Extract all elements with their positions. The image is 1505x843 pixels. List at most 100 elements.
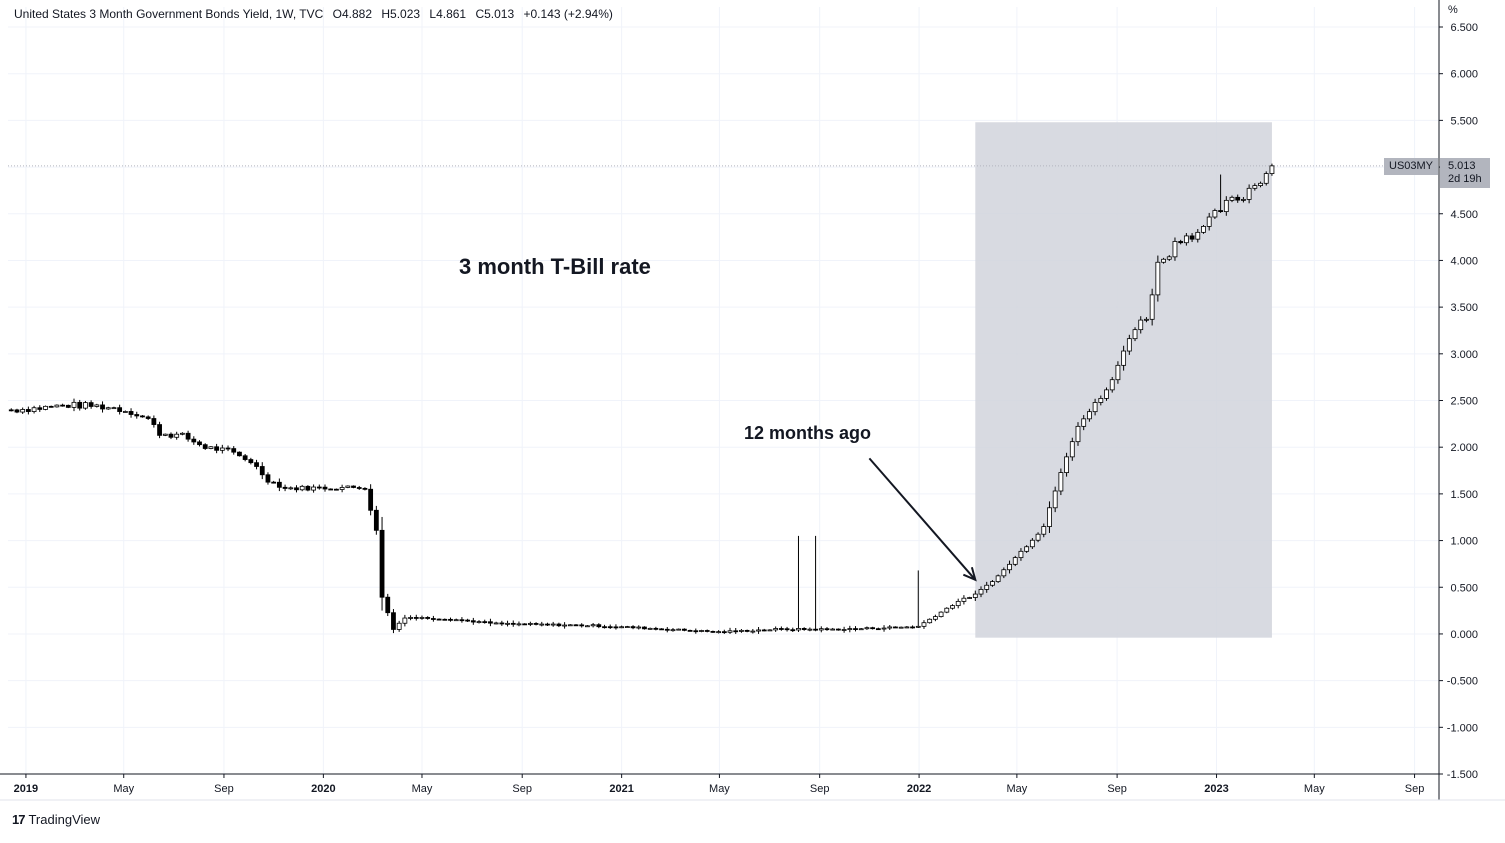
y-tick-label: 2.500 [1450,396,1478,408]
candle [356,485,362,490]
candle-body [1155,261,1161,296]
candle [739,629,744,633]
y-tick-label: 4.500 [1450,209,1478,221]
candle [413,614,419,621]
candle-body [276,481,282,488]
annotation-arrow-label[interactable]: 12 months ago [744,423,872,443]
candle [955,598,961,609]
candle [1155,255,1161,302]
candle-body [624,626,630,628]
candle-body [887,626,893,629]
low-key: L [429,7,437,21]
candle [1132,327,1138,342]
candle-body [105,407,111,410]
candle-body [1201,225,1206,233]
tradingview-logo[interactable]: 17 TradingView [12,812,100,827]
candle-body [944,607,950,613]
candle [1144,317,1149,323]
candle-body [442,618,448,621]
candle-body [48,405,54,408]
candle-body [379,529,385,598]
candle [470,617,476,625]
candle [368,484,374,516]
candle [893,626,898,629]
y-tick-label: 5.500 [1450,115,1478,127]
candle [345,485,351,489]
bar-countdown: 2d 19h [1448,173,1482,185]
candle [305,485,311,492]
candle-body [305,485,311,491]
candle [887,625,893,630]
candle [88,400,94,409]
candle-body [767,629,773,632]
candle-body [470,620,476,623]
candle [1047,501,1052,533]
candle [351,485,356,489]
candle-body [613,626,619,629]
candle-body [773,628,779,631]
candle [1178,239,1184,245]
candle-body [1138,319,1144,331]
candle-body [499,622,505,625]
candle-body [1115,364,1121,381]
candle-body [990,581,995,586]
candle-body [83,402,88,409]
candle-body [396,622,402,630]
candle-body [322,486,328,490]
candle-body [8,409,14,412]
candle-body [1149,294,1155,320]
candle-body [43,405,48,410]
candle [259,462,265,480]
candle-body [339,487,345,490]
candle-body [522,623,528,626]
candle-body [316,486,322,489]
candle-body [476,621,482,624]
candle-body [391,612,396,630]
candle [179,432,185,436]
candle-body [128,411,134,415]
candle-body [630,626,636,629]
candle-body [527,623,533,625]
x-tick-label: 2023 [1204,783,1228,795]
candle-body [733,630,739,633]
candle-body [368,488,374,511]
candle [784,626,790,632]
candle-body [134,414,140,417]
candle [670,628,676,632]
candle [590,623,596,628]
candle-body [1241,199,1246,201]
candle-body [334,488,339,491]
tradingview-logo-icon: 17 [12,812,26,827]
candle-body [642,626,647,630]
candle [733,628,739,634]
candle-body [185,432,191,440]
candle-body [1047,507,1052,527]
y-tick-label: -1.500 [1447,769,1478,781]
candle-body [1218,210,1224,213]
candle [830,627,836,631]
annotation-title[interactable]: 3 month T-Bill rate [459,254,651,279]
candle [562,622,567,629]
candle [1115,361,1121,384]
candle [727,627,733,634]
candle [1104,387,1109,401]
candle [65,404,71,409]
candle-body [950,605,955,609]
candle [898,626,904,629]
candle-body [1161,258,1166,263]
candle-body [841,629,847,631]
candle-body [1012,557,1018,565]
candle [288,486,294,490]
candle [225,445,231,452]
candle-body [567,624,573,627]
candle [961,595,967,605]
candle [214,443,220,454]
y-tick-label: 4.000 [1450,255,1478,267]
y-tick-label: 1.500 [1450,489,1478,501]
candle [1183,233,1189,246]
candle [1064,452,1069,477]
candle-body [111,407,117,410]
candle-body [351,485,356,488]
